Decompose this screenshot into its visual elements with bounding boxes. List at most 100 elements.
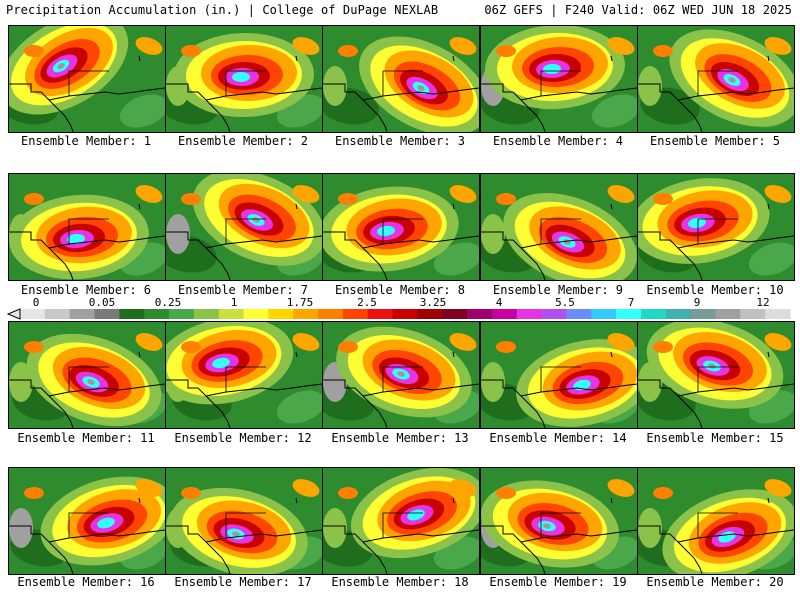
colorbar-swatch <box>442 309 468 319</box>
precipitation-field <box>166 174 322 280</box>
colorbar-swatch <box>193 309 220 319</box>
ensemble-member-label: Ensemble Member: 8 <box>334 283 466 297</box>
precipitation-field <box>638 174 794 280</box>
colorbar-swatch <box>491 309 518 319</box>
ensemble-member-label: Ensemble Member: 11 <box>17 431 155 445</box>
colorbar-swatch <box>169 309 195 319</box>
colorbar-tick-label: 1 <box>230 296 238 309</box>
colorbar-swatch <box>665 309 692 319</box>
colorbar-swatch <box>44 309 71 319</box>
colorbar-swatch <box>218 309 245 319</box>
colorbar-swatch <box>318 309 344 319</box>
precipitation-field <box>166 26 322 132</box>
ensemble-member-label: Ensemble Member: 1 <box>20 134 152 148</box>
ensemble-member-map <box>480 25 638 133</box>
colorbar-swatch <box>690 309 716 319</box>
colorbar-tick-label: 2.5 <box>357 296 377 309</box>
colorbar-tick-label: 3.25 <box>419 296 447 309</box>
ensemble-member-label: Ensemble Member: 2 <box>177 134 309 148</box>
ensemble-member-label: Ensemble Member: 16 <box>17 575 155 589</box>
precipitation-field <box>166 468 322 574</box>
precipitation-field <box>9 174 165 280</box>
colorbar-tick-label: 0.05 <box>88 296 116 309</box>
ensemble-member-map <box>8 467 166 575</box>
colorbar-swatch <box>467 309 493 319</box>
ensemble-member-map <box>637 173 795 281</box>
ensemble-member-label: Ensemble Member: 19 <box>489 575 627 589</box>
precipitation-field <box>481 468 637 574</box>
ensemble-member-map <box>165 173 323 281</box>
colorbar-swatch <box>566 309 592 319</box>
ensemble-member-label: Ensemble Member: 17 <box>174 575 312 589</box>
colorbar-tick-label: 4 <box>495 296 503 309</box>
precipitation-field <box>481 174 637 280</box>
ensemble-member-label: Ensemble Member: 18 <box>331 575 469 589</box>
ensemble-member-map <box>165 25 323 133</box>
ensemble-member-label: Ensemble Member: 13 <box>331 431 469 445</box>
colorbar-swatch <box>392 309 418 319</box>
precipitation-field <box>638 26 794 132</box>
ensemble-member-label: Ensemble Member: 14 <box>489 431 627 445</box>
colorbar-swatch <box>740 309 766 319</box>
ensemble-member-label: Ensemble Member: 20 <box>646 575 784 589</box>
ensemble-member-map <box>637 25 795 133</box>
precipitation-field <box>481 322 637 428</box>
precipitation-field <box>166 322 322 428</box>
colorbar-tick-label: 1.75 <box>286 296 314 309</box>
ensemble-member-label: Ensemble Member: 5 <box>649 134 781 148</box>
colorbar-swatch <box>243 309 269 319</box>
colorbar-swatch <box>367 309 394 319</box>
colorbar-swatch <box>591 309 617 319</box>
colorbar-swatch <box>616 309 642 319</box>
colorbar-left-arrow <box>6 308 21 320</box>
ensemble-member-map <box>322 173 480 281</box>
colorbar-swatch <box>516 309 543 319</box>
precipitation-field <box>638 468 794 574</box>
precipitation-field <box>323 468 479 574</box>
colorbar-swatch <box>268 309 294 319</box>
ensemble-member-label: Ensemble Member: 3 <box>334 134 466 148</box>
ensemble-member-label: Ensemble Member: 4 <box>492 134 624 148</box>
precipitation-colorbar <box>6 308 791 320</box>
ensemble-member-map <box>8 173 166 281</box>
ensemble-member-map <box>480 321 638 429</box>
colorbar-tick-label: 9 <box>693 296 701 309</box>
colorbar-tick-label: 12 <box>756 296 770 309</box>
precipitation-field <box>481 26 637 132</box>
ensemble-member-label: Ensemble Member: 6 <box>20 283 152 297</box>
ensemble-member-map <box>322 467 480 575</box>
ensemble-member-map <box>637 467 795 575</box>
ensemble-member-map <box>480 173 638 281</box>
colorbar-tick-label: 7 <box>627 296 635 309</box>
ensemble-member-map <box>8 321 166 429</box>
colorbar-swatch <box>715 309 741 319</box>
colorbar-swatch <box>20 309 46 319</box>
ensemble-member-label: Ensemble Member: 15 <box>646 431 784 445</box>
precipitation-field <box>9 26 165 132</box>
colorbar-swatch <box>640 309 667 319</box>
ensemble-member-label: Ensemble Member: 7 <box>177 283 309 297</box>
ensemble-member-map <box>165 321 323 429</box>
colorbar-swatch <box>144 309 170 319</box>
precipitation-field <box>9 468 165 574</box>
precipitation-field <box>323 26 479 132</box>
precipitation-field <box>323 322 479 428</box>
colorbar-swatch <box>342 309 369 319</box>
colorbar-swatch <box>94 309 120 319</box>
map-title: Precipitation Accumulation (in.) | Colle… <box>6 3 439 17</box>
precipitation-field <box>638 322 794 428</box>
ensemble-member-map <box>322 321 480 429</box>
colorbar-swatch <box>541 309 567 319</box>
precipitation-field <box>9 322 165 428</box>
ensemble-member-label: Ensemble Member: 9 <box>492 283 624 297</box>
ensemble-member-map <box>480 467 638 575</box>
ensemble-member-map <box>165 467 323 575</box>
precipitation-field <box>323 174 479 280</box>
colorbar-swatch <box>417 309 443 319</box>
model-run-valid-time: 06Z GEFS | F240 Valid: 06Z WED JUN 18 20… <box>484 3 792 17</box>
colorbar-tick-label: 0.25 <box>154 296 182 309</box>
ensemble-member-label: Ensemble Member: 12 <box>174 431 312 445</box>
ensemble-member-map <box>322 25 480 133</box>
colorbar-tick-label: 0 <box>32 296 40 309</box>
colorbar-tick-label: 5.5 <box>555 296 575 309</box>
